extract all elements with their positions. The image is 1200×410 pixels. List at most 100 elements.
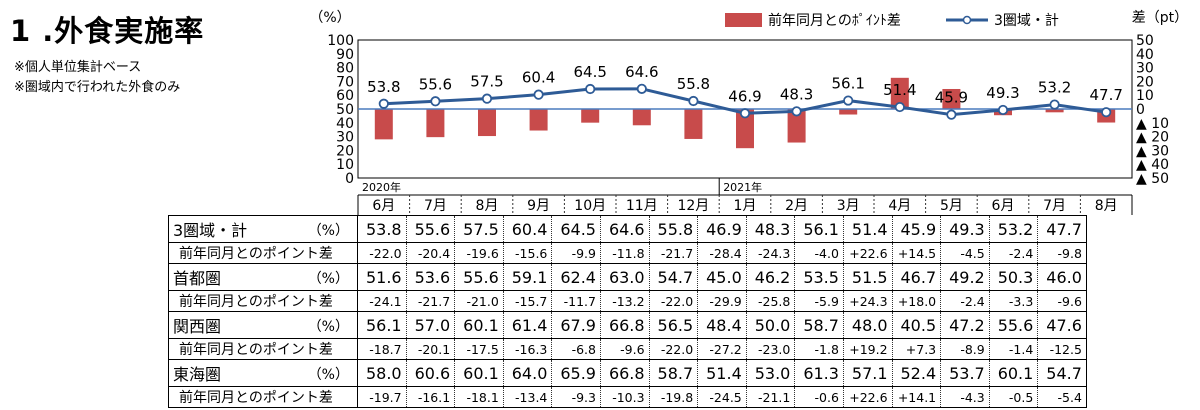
table-cell: 49.2 xyxy=(940,263,990,291)
right-tick-label: 40 xyxy=(1136,47,1154,63)
row-unit: （%） xyxy=(307,223,349,239)
table-cell: 56.1 xyxy=(794,215,844,243)
table-cell: -29.9 xyxy=(697,290,747,312)
row-label: 前年同月とのポイント差 xyxy=(168,338,358,360)
table-cell: 65.9 xyxy=(551,359,601,387)
table-cell: 47.7 xyxy=(1037,215,1087,243)
table-cell: 53.7 xyxy=(940,359,990,387)
table-cell: +24.3 xyxy=(842,290,893,312)
table-cell: 57.0 xyxy=(405,311,456,339)
row-label-text: 前年同月とのポイント差 xyxy=(179,246,333,262)
table-cell: +14.1 xyxy=(891,386,942,408)
table-cell: 59.1 xyxy=(502,263,553,291)
table-cell: 55.8 xyxy=(648,215,699,243)
month-label: 10月 xyxy=(574,198,606,214)
right-tick-label: ▲ 50 xyxy=(1136,171,1169,187)
page-title: 1 .外食実施率 xyxy=(10,14,205,48)
line-marker xyxy=(378,98,389,109)
table-cell: 46.0 xyxy=(1037,263,1087,291)
month-label: 7月 xyxy=(1043,198,1066,214)
table-cell: -9.9 xyxy=(551,242,601,264)
table-cell: -4.5 xyxy=(940,242,990,264)
left-tick-label: 20 xyxy=(336,143,354,159)
table-cell: 51.4 xyxy=(842,215,893,243)
data-label: 53.2 xyxy=(1038,79,1071,97)
data-label: 60.4 xyxy=(522,69,555,87)
right-tick-label: 20 xyxy=(1136,74,1154,90)
table-cell: 61.4 xyxy=(502,311,553,339)
data-label: 45.9 xyxy=(935,89,968,107)
row-label: 首都圏 （%） xyxy=(168,263,358,291)
table-cell: -5.9 xyxy=(794,290,844,312)
table-cell: 45.9 xyxy=(891,215,942,243)
line-marker xyxy=(688,95,699,107)
row-unit: （%） xyxy=(307,271,349,287)
month-label: 6月 xyxy=(372,198,395,214)
left-tick-label: 40 xyxy=(336,116,354,132)
data-label: 64.5 xyxy=(573,63,606,81)
data-table: 3圏域・計 （%） 53.8 55.6 57.5 60.4 64.5 64.6 55.8 46.9… xyxy=(168,215,1087,408)
bar-point-diff xyxy=(942,88,961,109)
table-cell: -28.4 xyxy=(697,242,747,264)
table-cell: 53.6 xyxy=(405,263,456,291)
table-cell: 60.4 xyxy=(502,215,553,243)
table-cell: 58.0 xyxy=(357,359,407,387)
table-cell: -13.4 xyxy=(502,386,553,408)
bar-point-diff xyxy=(426,109,445,138)
table-cell: +14.5 xyxy=(891,242,942,264)
table-cell: 66.8 xyxy=(599,359,650,387)
left-tick-label: 70 xyxy=(336,74,354,90)
table-cell: -9.8 xyxy=(1037,242,1087,264)
table-cell: 51.4 xyxy=(697,359,747,387)
row-label-text: 首都圏 xyxy=(173,269,222,288)
table-cell: 40.5 xyxy=(891,311,942,339)
table-row: 前年同月とのポイント差 -19.7 -16.1 -18.1 -13.4 -9.3 -10.3… xyxy=(168,386,1087,408)
right-tick-label: ▲ 20 xyxy=(1136,130,1169,146)
month-label: 9月 xyxy=(527,198,550,214)
bar-point-diff xyxy=(684,109,703,139)
table-cell: -9.3 xyxy=(551,386,601,408)
table-cell: -21.1 xyxy=(745,386,796,408)
table-cell: -17.5 xyxy=(454,338,504,360)
data-label: 49.3 xyxy=(986,84,1019,102)
legend-bar-swatch xyxy=(725,13,762,27)
table-row: 関西圏 （%） 56.1 57.0 60.1 61.4 67.9 66.8 56.5 48.4 50… xyxy=(168,311,1087,339)
table-cell: -15.7 xyxy=(502,290,553,312)
data-label: 56.1 xyxy=(831,75,864,93)
line-marker xyxy=(533,89,544,100)
table-cell: -16.3 xyxy=(502,338,553,360)
table-cell: 58.7 xyxy=(794,311,844,339)
row-label: 前年同月とのポイント差 xyxy=(168,386,358,408)
table-cell: 66.8 xyxy=(599,311,650,339)
data-label: 51.4 xyxy=(883,81,916,99)
table-cell: -20.4 xyxy=(405,242,456,264)
line-marker xyxy=(894,101,905,113)
month-label: 11月 xyxy=(626,198,658,214)
table-cell: 55.6 xyxy=(988,311,1039,339)
left-tick-label: 50 xyxy=(336,102,354,118)
data-label: 53.8 xyxy=(367,78,400,96)
table-cell: +22.6 xyxy=(842,242,893,264)
month-label: 8月 xyxy=(1095,198,1118,214)
table-cell: -24.3 xyxy=(745,242,796,264)
table-cell: 47.6 xyxy=(1037,311,1087,339)
table-cell: 46.7 xyxy=(891,263,942,291)
table-row: 首都圏 （%） 51.6 53.6 55.6 59.1 62.4 63.0 54.7 45.0 46… xyxy=(168,263,1087,291)
left-tick-label: 60 xyxy=(336,88,354,104)
bar-point-diff xyxy=(787,109,806,143)
table-row: 前年同月とのポイント差 -22.0 -20.4 -19.6 -15.6 -9.9 -11.8… xyxy=(168,242,1087,264)
table-cell: 53.0 xyxy=(745,359,796,387)
month-label: 1月 xyxy=(734,198,757,214)
data-label: 57.5 xyxy=(470,73,503,91)
month-label: 3月 xyxy=(837,198,860,214)
right-tick-label: 30 xyxy=(1136,61,1154,77)
right-tick-label: ▲ 40 xyxy=(1136,157,1169,173)
data-label: 55.6 xyxy=(419,75,452,93)
row-label: 3圏域・計 （%） xyxy=(168,215,358,243)
table-cell: -8.9 xyxy=(940,338,990,360)
table-cell: -27.2 xyxy=(697,338,747,360)
table-cell: -19.6 xyxy=(454,242,504,264)
bar-point-diff xyxy=(736,109,754,149)
month-label: 2月 xyxy=(785,198,808,214)
table-cell: 48.4 xyxy=(697,311,747,339)
